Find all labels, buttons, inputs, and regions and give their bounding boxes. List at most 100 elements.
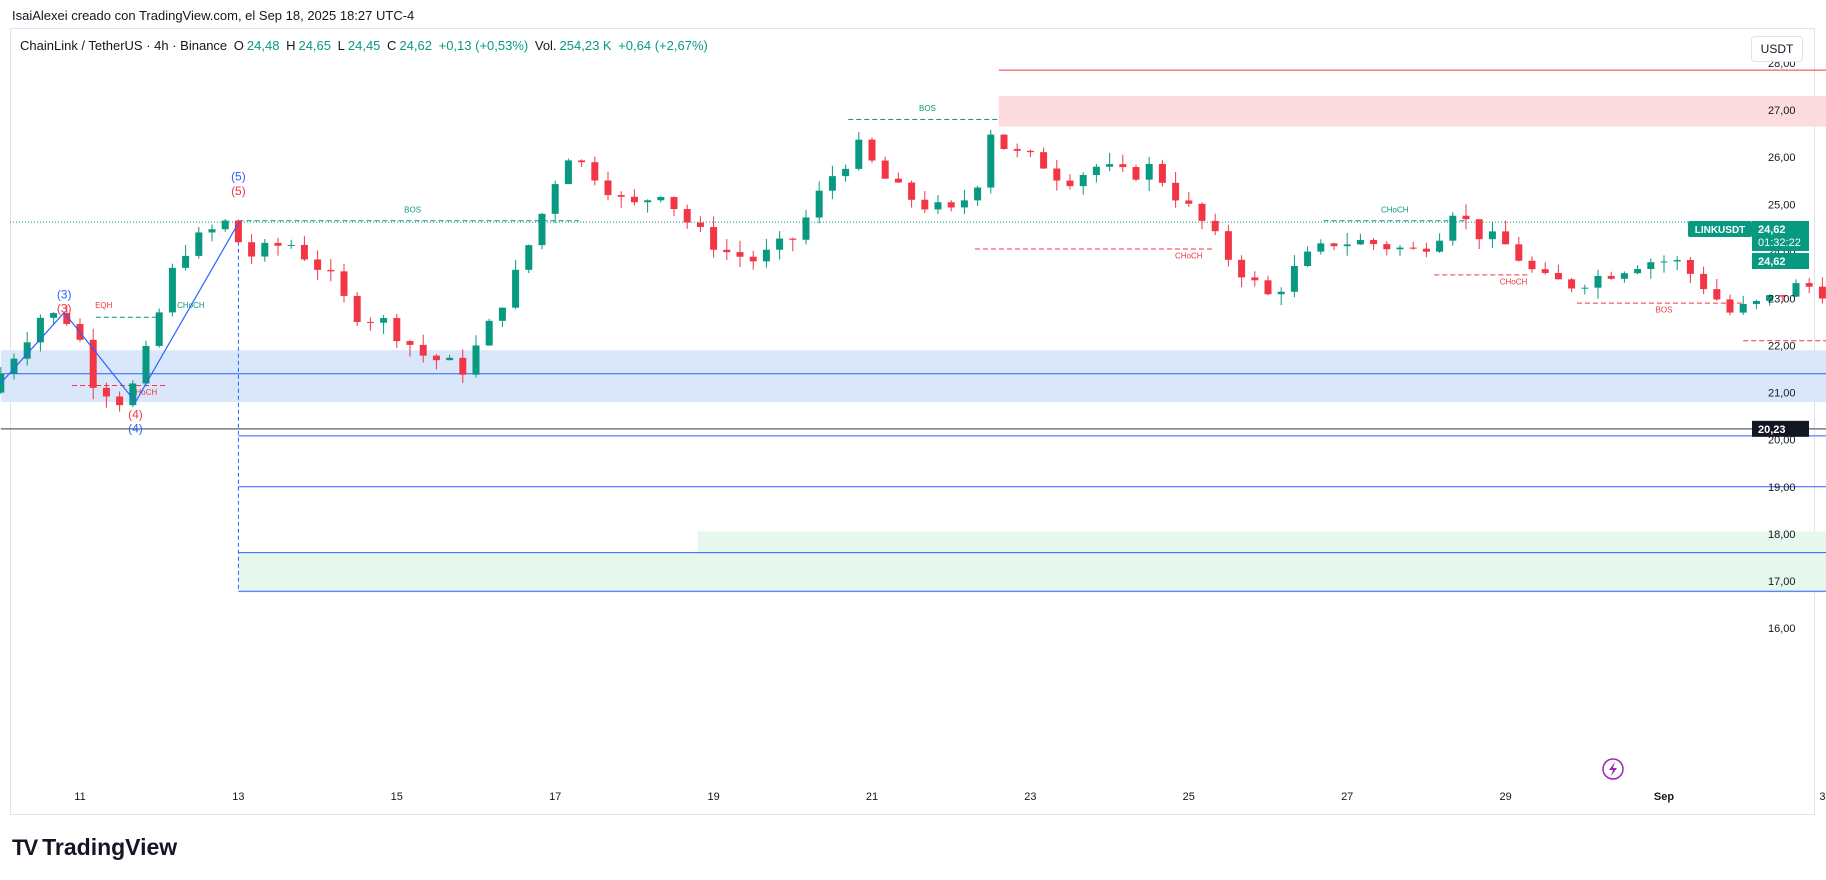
- candle-body: [327, 269, 335, 272]
- candle-body: [1158, 163, 1166, 183]
- structure-label: BOS: [404, 205, 421, 214]
- candle-body: [1264, 280, 1272, 295]
- y-tick-label: 17,00: [1768, 576, 1796, 588]
- candle-body: [1673, 260, 1681, 262]
- supply-zone: [998, 95, 1826, 127]
- price-tag: [1752, 253, 1809, 269]
- candle-body: [63, 313, 71, 324]
- candle-body: [1370, 240, 1378, 245]
- structure-label: CHoCH: [1381, 205, 1409, 214]
- y-tick-label: 19,00: [1768, 482, 1796, 494]
- y-tick-label: 24,00: [1768, 246, 1796, 258]
- candle-body: [1053, 168, 1061, 181]
- candle-body: [182, 255, 190, 268]
- currency-button[interactable]: USDT: [1751, 36, 1803, 62]
- lightning-icon: [1602, 758, 1624, 780]
- symbol-title[interactable]: ChainLink / TetherUS · 4h · Binance: [20, 38, 228, 53]
- candle-body: [736, 252, 744, 257]
- price-tag-value: 24,62: [1758, 256, 1786, 268]
- candle-body: [314, 259, 322, 270]
- candle-body: [1620, 273, 1628, 279]
- x-tick-label: 19: [707, 791, 719, 803]
- candle-body: [340, 271, 348, 296]
- x-tick-label: 15: [391, 791, 403, 803]
- candle-body: [393, 318, 401, 342]
- tradingview-brand[interactable]: TV TradingView: [12, 834, 177, 861]
- candle-body: [670, 196, 678, 210]
- wave-label: (3): [57, 302, 72, 316]
- candle-body: [1172, 182, 1180, 201]
- candle-body: [1726, 299, 1734, 313]
- open-label: O: [233, 38, 244, 53]
- candle-body: [551, 184, 559, 214]
- symbol-legend: ChainLink / TetherUS · 4h · Binance O 24,…: [20, 38, 711, 53]
- candle-body: [921, 199, 929, 210]
- volume-label: Vol.: [534, 38, 557, 53]
- candle-body: [842, 168, 850, 177]
- candle-body: [1330, 243, 1338, 247]
- countdown-value: 01:32:22: [1758, 237, 1801, 249]
- candle-body: [1198, 203, 1206, 221]
- close-label: C: [387, 38, 397, 53]
- candle-body: [512, 269, 520, 308]
- candle-body: [1251, 277, 1259, 281]
- candle-body: [987, 134, 995, 188]
- candle-body: [1436, 240, 1444, 252]
- candle-body: [1805, 283, 1813, 287]
- candle-body: [1792, 283, 1800, 297]
- candle-body: [1541, 269, 1549, 273]
- candle-body: [234, 220, 242, 243]
- candle-body: [1079, 175, 1087, 187]
- candle-body: [1713, 289, 1721, 300]
- candle-body: [10, 358, 18, 374]
- candle-body: [221, 220, 229, 230]
- lightning-bolt-icon: [1609, 762, 1617, 776]
- candle-body: [1013, 148, 1021, 151]
- candle-body: [591, 162, 599, 181]
- candle-body: [366, 321, 374, 323]
- candle-body: [1119, 164, 1127, 168]
- candle-body: [947, 202, 955, 208]
- candle-body: [485, 320, 493, 346]
- y-tick-label: 16,00: [1768, 623, 1796, 635]
- candle-body: [274, 242, 282, 246]
- candle-body: [894, 178, 902, 183]
- low-value: 24,45: [347, 38, 381, 53]
- candle-body: [762, 249, 770, 262]
- structure-label: BOS: [1656, 306, 1673, 315]
- candle-body: [789, 238, 797, 240]
- candle-body: [1647, 262, 1655, 270]
- candle-body: [102, 387, 110, 397]
- change-value: +0,13 (+0,53%): [438, 38, 529, 53]
- structure-label: EQH: [95, 301, 113, 310]
- candle-body: [1224, 231, 1232, 260]
- candle-body: [578, 160, 586, 163]
- candle-body: [710, 226, 718, 250]
- candle-body: [1686, 260, 1694, 274]
- candle-body: [749, 256, 757, 262]
- symbol-tag-label: LINKUSDT: [1695, 225, 1746, 236]
- candle-body: [472, 345, 480, 375]
- candle-body: [23, 342, 31, 359]
- candle-body: [1317, 243, 1325, 252]
- candle-body: [1026, 150, 1034, 153]
- price-tag-value: 24,62: [1758, 224, 1786, 236]
- candle-body: [116, 396, 124, 406]
- x-tick-label: 13: [232, 791, 244, 803]
- candle-body: [644, 200, 652, 203]
- candle-body: [1145, 163, 1153, 180]
- candle-body: [564, 160, 572, 185]
- open-value: 24,48: [246, 38, 280, 53]
- candle-body: [776, 238, 784, 250]
- y-tick-label: 21,00: [1768, 388, 1796, 400]
- candle-body: [1449, 215, 1457, 241]
- candle-body: [1356, 240, 1364, 245]
- candle-body: [1568, 279, 1576, 289]
- high-value: 24,65: [298, 38, 332, 53]
- candle-body: [446, 357, 454, 361]
- low-label: L: [337, 38, 345, 53]
- x-tick-label: 29: [1499, 791, 1511, 803]
- wave-label: (5): [231, 184, 246, 198]
- candle-body: [155, 312, 163, 346]
